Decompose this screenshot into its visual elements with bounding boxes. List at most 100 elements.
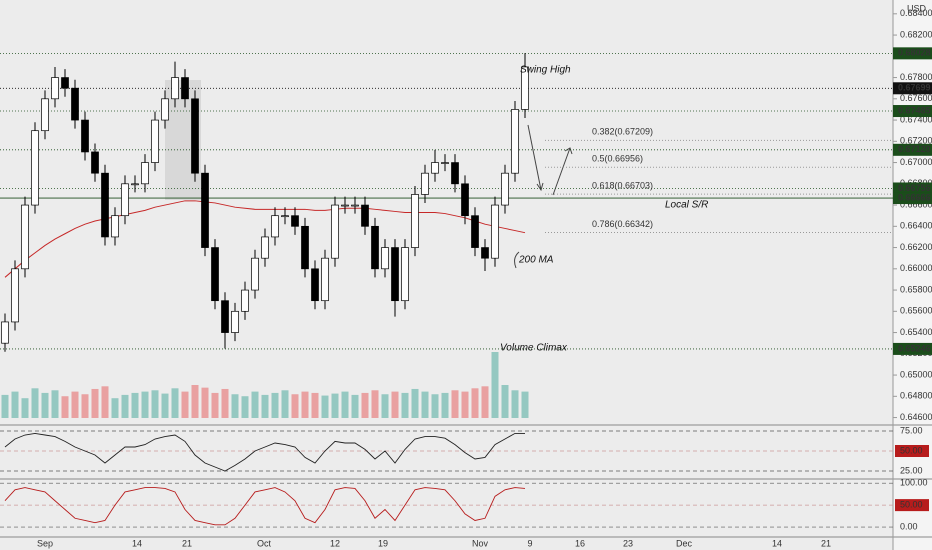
candle-body bbox=[1, 321, 9, 344]
x-tick-label: Dec bbox=[676, 538, 693, 548]
volume-bar bbox=[21, 398, 29, 418]
y-tick-label: 0.67600 bbox=[900, 93, 932, 103]
fib-label: 0.382(0.67209) bbox=[592, 127, 653, 137]
volume-bar bbox=[191, 385, 199, 418]
candle-body bbox=[61, 77, 69, 89]
volume-bar bbox=[271, 392, 279, 418]
volume-bar bbox=[421, 391, 429, 418]
pointer bbox=[514, 251, 520, 269]
candle-body bbox=[31, 130, 39, 206]
price-level-badge bbox=[893, 192, 932, 205]
osc-tick-label: 100.00 bbox=[900, 478, 928, 488]
volume-bar bbox=[451, 390, 459, 418]
price-level-label: 0.67120 bbox=[898, 144, 931, 154]
volume-bar bbox=[341, 391, 349, 418]
fib-label: 0.618(0.66703) bbox=[592, 180, 653, 190]
price-level-badge bbox=[893, 182, 932, 195]
x-tick-label: 12 bbox=[330, 538, 340, 548]
volume-bar bbox=[241, 396, 249, 418]
volume-bar bbox=[101, 386, 109, 418]
fib-label: 0.5(0.66956) bbox=[592, 154, 643, 164]
osc-badge bbox=[895, 445, 929, 457]
candle-body bbox=[441, 162, 449, 164]
volume-bar bbox=[151, 390, 159, 418]
price-level-badge bbox=[893, 342, 932, 355]
volume-bar bbox=[281, 390, 289, 418]
price-level-label: 0.66666 bbox=[898, 192, 931, 202]
volume-bar bbox=[211, 392, 219, 418]
volume-bar bbox=[371, 390, 379, 418]
annotation: Volume Climax bbox=[500, 343, 568, 354]
candle-body bbox=[51, 77, 59, 100]
price-level-badge bbox=[893, 143, 932, 156]
candle-body bbox=[421, 172, 429, 195]
candle-body bbox=[241, 289, 249, 312]
candle-body bbox=[171, 77, 179, 100]
candle-body bbox=[181, 77, 189, 100]
candle-body bbox=[331, 204, 339, 259]
annotation: Local S/R bbox=[665, 200, 708, 211]
y-tick-label: 0.65000 bbox=[900, 369, 932, 379]
price-level-label: 0.65246 bbox=[898, 343, 931, 353]
osc-tick-label: 50.00 bbox=[900, 445, 923, 455]
y-tick-label: 0.67800 bbox=[900, 72, 932, 82]
candle-body bbox=[81, 119, 89, 153]
volume-bar bbox=[161, 393, 169, 418]
y-tick-label: 0.68400 bbox=[900, 8, 932, 18]
candle-body bbox=[231, 310, 239, 333]
y-tick-label: 0.64800 bbox=[900, 391, 932, 401]
stoch-line bbox=[4, 487, 526, 526]
price-level-label: 0.67485 bbox=[898, 105, 931, 115]
fib-label: 0.786(0.66342) bbox=[592, 219, 653, 229]
volume-bar bbox=[471, 388, 479, 418]
volume-bar bbox=[221, 388, 229, 418]
volume-bar bbox=[131, 392, 139, 418]
osc-badge bbox=[895, 499, 929, 512]
price-level-label: 0.67699 bbox=[898, 83, 931, 93]
candle-body bbox=[471, 215, 479, 248]
candle-body bbox=[141, 162, 149, 185]
candle-body bbox=[411, 194, 419, 248]
x-tick-label: 21 bbox=[821, 538, 831, 548]
x-tick-label: Sep bbox=[37, 538, 53, 548]
candle-body bbox=[381, 247, 389, 270]
volume-bar bbox=[91, 388, 99, 418]
candle-body bbox=[121, 183, 129, 217]
y-tick-label: 0.67000 bbox=[900, 157, 932, 167]
volume-bar bbox=[121, 394, 129, 418]
osc-tick-label: 0.00 bbox=[900, 521, 918, 531]
y-tick-label: 0.66600 bbox=[900, 199, 932, 209]
candle-body bbox=[151, 119, 159, 163]
candle-body bbox=[351, 204, 359, 207]
osc-tick-label: 25.00 bbox=[900, 465, 923, 475]
y-tick-label: 0.67400 bbox=[900, 114, 932, 124]
candle-body bbox=[311, 268, 319, 302]
arrow bbox=[552, 147, 571, 196]
candle-body bbox=[131, 183, 139, 186]
candle-body bbox=[251, 257, 259, 291]
volume-bar bbox=[61, 396, 69, 418]
volume-bar bbox=[321, 395, 329, 418]
y-tick-label: 0.67200 bbox=[900, 136, 932, 146]
volume-bar bbox=[111, 398, 119, 418]
annotation: 200 MA bbox=[518, 255, 554, 266]
y-tick-label: 0.68200 bbox=[900, 29, 932, 39]
y-tick-label: 0.65800 bbox=[900, 284, 932, 294]
arrow bbox=[527, 124, 542, 191]
candle-body bbox=[161, 98, 169, 121]
volume-bar bbox=[301, 391, 309, 418]
volume-bar bbox=[491, 352, 499, 418]
x-tick-label: 14 bbox=[132, 538, 142, 548]
y-tick-label: 0.66400 bbox=[900, 221, 932, 231]
candle-body bbox=[271, 215, 279, 238]
candle-body bbox=[191, 98, 199, 174]
price-level-label: 0.68028 bbox=[898, 48, 931, 58]
x-tick-label: 23 bbox=[623, 538, 633, 548]
volume-bar bbox=[251, 391, 259, 418]
volume-bar bbox=[81, 394, 89, 418]
volume-bar bbox=[181, 391, 189, 418]
candle-body bbox=[111, 215, 119, 238]
candle-body bbox=[21, 204, 29, 270]
volume-bar bbox=[351, 394, 359, 418]
